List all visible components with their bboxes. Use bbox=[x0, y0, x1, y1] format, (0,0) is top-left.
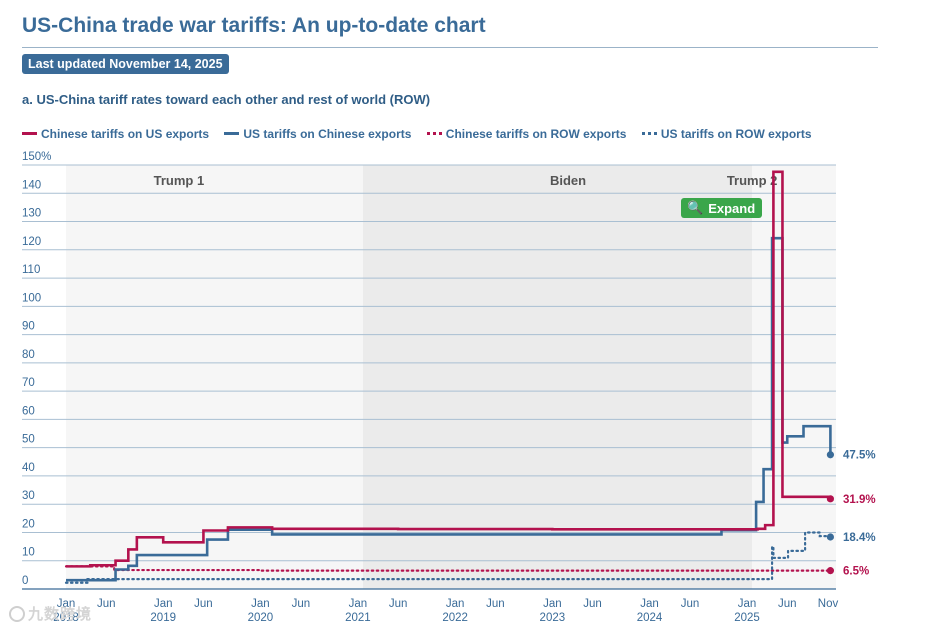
legend-swatch bbox=[641, 132, 657, 135]
series-end-label-1: 47.5% bbox=[843, 450, 876, 462]
y-tick-label: 50 bbox=[22, 434, 35, 446]
page-title: US-China trade war tariffs: An up-to-dat… bbox=[22, 14, 486, 37]
y-tick-label: 110 bbox=[22, 264, 40, 276]
series-line-2 bbox=[64, 565, 832, 572]
x-tick-label: Jun bbox=[681, 598, 700, 610]
x-tick-year-label: 2024 bbox=[637, 612, 663, 624]
series-end-label-3: 18.4% bbox=[843, 532, 876, 544]
series-end-label-0: 31.9% bbox=[843, 494, 876, 506]
y-tick-label: 120 bbox=[22, 236, 41, 248]
y-tick-label: 130 bbox=[22, 208, 41, 220]
y-tick-label: 90 bbox=[22, 321, 35, 333]
x-tick-label: Jan bbox=[446, 598, 465, 610]
x-tick-year-label: 2021 bbox=[345, 612, 371, 624]
x-tick-label: Jan bbox=[349, 598, 368, 610]
y-tick-label: 150% bbox=[22, 151, 51, 163]
title-divider bbox=[22, 47, 878, 48]
x-tick-year-label: 2025 bbox=[734, 612, 760, 624]
x-tick-label: Jun bbox=[389, 598, 408, 610]
period-band-2 bbox=[752, 165, 836, 589]
watermark: 九数跨境 bbox=[8, 602, 128, 629]
period-band-0 bbox=[66, 165, 363, 589]
series-end-point-0 bbox=[826, 495, 835, 503]
period-label: Biden bbox=[550, 173, 586, 188]
x-tick-label: Jan bbox=[154, 598, 173, 610]
y-tick-label: 0 bbox=[22, 575, 28, 587]
period-band-1 bbox=[362, 165, 753, 589]
x-tick-label: Jan bbox=[543, 598, 562, 610]
x-tick-label: Jun bbox=[486, 598, 505, 610]
legend-item-chinese-tariffs-on-row: Chinese tariffs on ROW exports bbox=[426, 126, 627, 141]
x-tick-year-label: 2018 bbox=[53, 612, 79, 624]
chart-legend: Chinese tariffs on US exports US tariffs… bbox=[22, 124, 824, 141]
magnifier-icon: 🔍 bbox=[687, 200, 704, 215]
chart-subtitle: a. US-China tariff rates toward each oth… bbox=[22, 92, 431, 107]
legend-item-chinese-tariffs-on-us: Chinese tariffs on US exports bbox=[22, 127, 209, 141]
legend-label: US tariffs on ROW exports bbox=[660, 126, 812, 141]
y-tick-label: 40 bbox=[22, 462, 35, 474]
x-tick-year-label: 2022 bbox=[442, 612, 468, 624]
y-tick-label: 70 bbox=[22, 377, 35, 389]
y-tick-label: 100 bbox=[22, 292, 41, 304]
legend-swatch bbox=[426, 132, 442, 135]
x-tick-label: Jun bbox=[292, 598, 311, 610]
legend-label: Chinese tariffs on ROW exports bbox=[445, 126, 627, 141]
watermark-logo: 九数跨境 bbox=[9, 605, 92, 623]
x-tick-label: Jan bbox=[251, 598, 270, 610]
y-tick-label: 60 bbox=[22, 405, 35, 417]
legend-label: US tariffs on Chinese exports bbox=[243, 126, 412, 141]
x-tick-label: Jan bbox=[640, 598, 659, 610]
series-end-label-2: 6.5% bbox=[843, 566, 869, 578]
period-label: Trump 1 bbox=[154, 173, 205, 188]
x-tick-label: Jan bbox=[738, 598, 757, 610]
x-tick-label: Jun bbox=[778, 598, 797, 610]
x-tick-label: Jun bbox=[583, 598, 602, 610]
x-tick-label: Jun bbox=[97, 598, 116, 610]
legend-swatch bbox=[22, 132, 37, 135]
last-updated-badge: Last updated November 14, 2025 bbox=[22, 54, 229, 74]
series-end-point-2 bbox=[826, 567, 835, 575]
y-tick-label: 140 bbox=[22, 179, 41, 191]
expand-button[interactable]: 🔍 Expand bbox=[681, 198, 763, 218]
x-tick-label: Nov bbox=[818, 598, 839, 610]
series-end-point-3 bbox=[826, 533, 835, 541]
legend-item-us-tariffs-on-china: US tariffs on Chinese exports bbox=[224, 127, 411, 141]
x-tick-label: Jan bbox=[57, 598, 76, 610]
legend-label: Chinese tariffs on US exports bbox=[41, 126, 210, 141]
legend-swatch bbox=[224, 132, 240, 135]
y-tick-label: 10 bbox=[22, 547, 35, 559]
y-tick-label: 80 bbox=[22, 349, 35, 361]
y-tick-label: 30 bbox=[22, 490, 35, 502]
expand-button-label: Expand bbox=[708, 200, 756, 216]
x-tick-label: Jun bbox=[194, 598, 213, 610]
x-tick-year-label: 2019 bbox=[150, 612, 176, 624]
series-line-0 bbox=[66, 170, 832, 568]
x-tick-year-label: 2023 bbox=[540, 612, 566, 624]
series-end-point-1 bbox=[826, 451, 835, 459]
x-tick-year-label: 2020 bbox=[248, 612, 274, 624]
y-tick-label: 20 bbox=[22, 518, 35, 530]
period-label: Trump 2 bbox=[727, 173, 778, 188]
series-line-3 bbox=[64, 531, 832, 584]
legend-item-us-tariffs-on-row: US tariffs on ROW exports bbox=[641, 126, 812, 141]
svg-text:九数跨境: 九数跨境 bbox=[27, 605, 92, 623]
